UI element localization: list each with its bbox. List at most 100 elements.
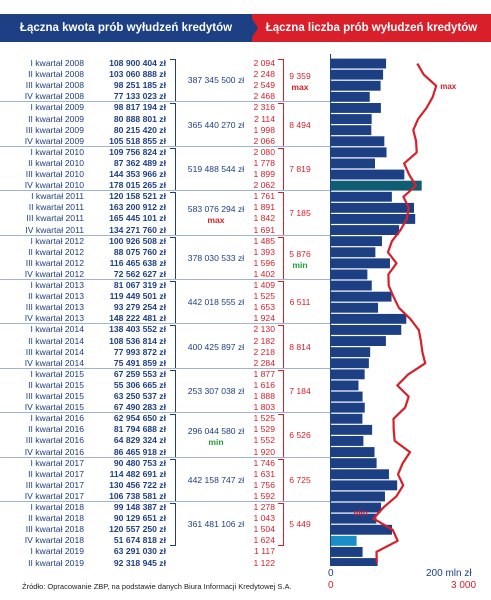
year-total-count: 6 526	[289, 430, 311, 441]
amount-bar	[330, 325, 402, 335]
amount-bar	[330, 214, 416, 224]
quarter-label: III kwartał 2013	[25, 302, 84, 313]
year-total-count: 5 876	[289, 248, 311, 259]
year-total-amount: 378 030 533 zł	[187, 252, 245, 263]
year-total-count: 9 359	[289, 71, 311, 82]
amount-bar	[330, 80, 381, 91]
year-total-count: 6 725	[289, 474, 311, 485]
quarter-count: 1 888	[253, 391, 275, 401]
quarter-label: III kwartał 2015	[25, 391, 84, 401]
svg-text:max: max	[434, 181, 451, 190]
year-separator	[0, 367, 330, 369]
quarter-label: I kwartał 2012	[30, 235, 84, 246]
quarter-label: III kwartał 2017	[25, 479, 84, 490]
quarter-count: 2 066	[253, 135, 275, 146]
quarter-amount: 81 067 319 zł	[113, 280, 166, 290]
year-amount-bracket	[170, 414, 176, 458]
quarter-count: 1 525	[253, 413, 275, 424]
amount-header-title: Łączna kwota prób wyłudzeń kredytów	[19, 22, 233, 34]
amount-bar	[330, 380, 359, 391]
quarter-amount: 90 129 651 zł	[113, 513, 166, 524]
amount-bar	[330, 202, 415, 213]
amount-bar	[330, 358, 369, 369]
quarter-amount: 90 480 753 zł	[113, 457, 166, 468]
quarter-label: III kwartał 2014	[25, 346, 84, 357]
quarter-amount: 93 279 254 zł	[113, 302, 166, 313]
amount-bar	[330, 247, 376, 258]
count-column-header: Łączna liczba prób wyłudzeń kredytów	[252, 14, 491, 42]
year-amount-bracket	[170, 103, 176, 147]
quarter-label: III kwartał 2010	[25, 169, 84, 179]
year-amount-bracket	[170, 369, 176, 414]
count-min-tag: min	[353, 509, 367, 518]
quarter-label: II kwartał 2019	[28, 557, 84, 568]
year-total-count: 7 819	[289, 164, 311, 174]
quarter-count: 1 393	[253, 246, 275, 257]
year-count-tag: max	[291, 82, 309, 93]
quarter-label: II kwartał 2010	[28, 157, 84, 168]
quarter-count: 2 218	[253, 346, 275, 357]
quarter-label: III kwartał 2009	[25, 124, 84, 135]
quarter-label: I kwartał 2011	[31, 191, 84, 202]
amount-axis-tick-0: 0	[328, 568, 334, 579]
amount-bar	[330, 558, 378, 566]
year-separator	[0, 279, 330, 280]
year-total-count: 8 814	[289, 341, 311, 352]
year-separator	[0, 190, 330, 192]
quarter-label: IV kwartał 2016	[24, 446, 84, 457]
quarter-count: 2 248	[253, 69, 275, 80]
quarter-count: 1 924	[253, 313, 275, 324]
quarter-count: 1 803	[253, 402, 275, 413]
quarter-amount: 163 200 912 zł	[109, 202, 166, 213]
quarter-label: IV kwartał 2011	[25, 224, 84, 235]
quarter-label: IV kwartał 2015	[24, 402, 84, 413]
quarter-amount: 77 993 872 zł	[113, 346, 166, 357]
amount-bar	[330, 313, 407, 324]
amount-axis-tick-200: 200 mln zł	[426, 568, 472, 579]
quarter-label: I kwartał 2014	[30, 324, 84, 335]
year-separator	[0, 501, 330, 502]
quarter-amount: 80 215 420 zł	[113, 124, 166, 135]
quarter-amount: 81 794 688 zł	[113, 424, 166, 435]
quarter-label: IV kwartał 2010	[24, 180, 84, 191]
quarter-label: III kwartał 2011	[26, 213, 84, 224]
year-total-count: 7 184	[289, 386, 311, 396]
quarter-amount: 88 075 760 zł	[113, 246, 166, 257]
year-separator	[0, 145, 330, 147]
year-total-count: 6 511	[289, 297, 311, 308]
quarter-label: I kwartał 2009	[30, 102, 84, 113]
quarter-label: IV kwartał 2012	[24, 268, 84, 279]
quarter-amount: 98 817 194 zł	[113, 102, 166, 113]
amount-bar	[330, 524, 393, 535]
quarter-count: 1 998	[253, 124, 275, 135]
quarter-label: II kwartał 2014	[28, 335, 84, 346]
quarter-count: 1 624	[253, 535, 275, 546]
header-divider-arrow	[249, 14, 258, 42]
year-total-amount: 583 076 294 zł	[187, 204, 245, 215]
amount-bar	[330, 436, 364, 446]
quarter-count: 1 691	[253, 224, 275, 235]
year-total-amount: 442 018 555 zł	[187, 297, 245, 308]
amount-bar	[330, 547, 363, 557]
quarter-count: 1 043	[253, 513, 275, 524]
amount-bar	[330, 302, 379, 313]
amount-bar	[330, 413, 363, 424]
quarter-label: IV kwartał 2014	[24, 357, 84, 368]
amount-bar	[330, 58, 387, 69]
quarter-count: 1 761	[253, 191, 275, 202]
year-amount-bracket	[170, 192, 176, 236]
quarter-amount: 134 271 760 zł	[109, 224, 166, 235]
quarter-label: III kwartał 2012	[25, 257, 84, 268]
year-separator	[0, 412, 330, 414]
year-count-bracket	[278, 503, 284, 547]
year-total-count: 8 494	[289, 119, 311, 130]
quarter-count: 1 756	[253, 479, 275, 490]
year-total-count: 7 185	[289, 208, 311, 219]
amount-bar	[330, 180, 422, 191]
quarter-count: 1 746	[253, 457, 275, 468]
quarter-amount: 109 756 824 zł	[109, 146, 166, 157]
year-total-amount: 387 345 500 zł	[187, 75, 245, 86]
quarter-amount: 138 403 552 zł	[109, 324, 166, 335]
quarter-label: I kwartał 2016	[30, 413, 84, 424]
quarter-amount: 67 490 283 zł	[113, 402, 166, 413]
